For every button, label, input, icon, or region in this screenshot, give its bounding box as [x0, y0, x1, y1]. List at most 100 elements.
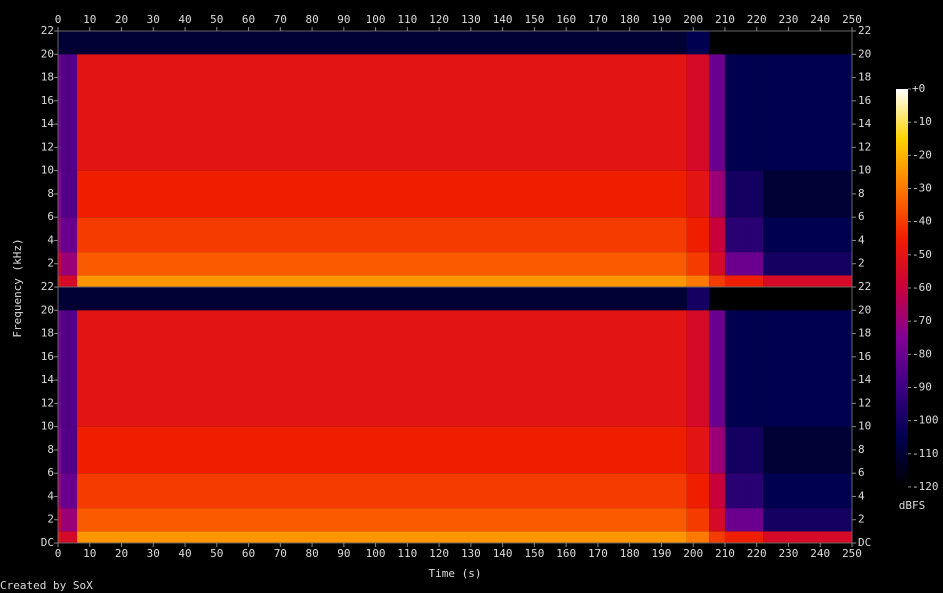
heat-cell	[77, 426, 687, 474]
x-tick-label: 130	[461, 13, 481, 26]
heat-cell	[709, 217, 725, 253]
x-tick-label: 80	[305, 13, 318, 26]
heat-cell	[709, 508, 725, 532]
colorbar-tick-label: -80	[912, 347, 932, 360]
heat-cell	[61, 54, 78, 171]
y-tick-label: 2	[858, 513, 865, 526]
heat-cell	[77, 54, 687, 171]
x-tick-label: 10	[83, 547, 96, 560]
y-tick-label: 2	[858, 257, 865, 270]
x-tick-label: 150	[524, 13, 544, 26]
x-tick-label: 0	[55, 13, 62, 26]
y-tick-label: DC	[41, 536, 54, 549]
y-tick-label: 6	[858, 210, 865, 223]
y-tick-label: 18	[41, 71, 54, 84]
heat-cell	[61, 508, 78, 532]
x-tick-label: 130	[461, 547, 481, 560]
heat-cell	[686, 275, 710, 287]
y-tick-label: 14	[41, 117, 55, 130]
heat-cell	[77, 473, 687, 509]
heat-cell	[61, 310, 78, 427]
x-tick-label: 230	[779, 547, 799, 560]
heat-cell	[58, 170, 62, 218]
heat-cell	[58, 54, 62, 171]
heat-cell	[77, 508, 687, 532]
x-tick-label: 0	[55, 547, 62, 560]
heat-cell	[709, 287, 725, 311]
colorbar-tick-label: +0	[912, 82, 925, 95]
colorbar	[896, 89, 908, 487]
x-tick-label: 250	[842, 13, 862, 26]
colorbar-label: dBFS	[899, 499, 926, 512]
x-tick-label: 50	[210, 13, 223, 26]
heat-cell	[61, 252, 78, 276]
colorbar-tick-label: -50	[912, 248, 932, 261]
x-tick-label: 240	[810, 547, 830, 560]
plot-frame	[57, 286, 853, 544]
y-tick-label: 16	[858, 94, 871, 107]
y-axis-label: Frequency (kHz)	[11, 238, 24, 337]
x-tick-label: 170	[588, 547, 608, 560]
x-tick-label: 40	[178, 547, 191, 560]
heat-cell	[58, 426, 62, 474]
heat-cell	[709, 531, 725, 543]
heat-cell	[77, 252, 687, 276]
x-tick-label: 180	[620, 547, 640, 560]
y-tick-label: 10	[858, 164, 871, 177]
y-tick-label: 18	[858, 327, 871, 340]
y-tick-label: 18	[858, 71, 871, 84]
x-tick-label: 80	[305, 547, 318, 560]
y-tick-label: 6	[47, 466, 54, 479]
heat-cell	[709, 252, 725, 276]
x-tick-label: 30	[147, 13, 160, 26]
y-tick-label: 20	[858, 303, 871, 316]
y-tick-label: 12	[41, 140, 54, 153]
y-tick-label: 8	[47, 443, 54, 456]
heat-cell	[686, 31, 710, 55]
heat-cell	[61, 287, 78, 311]
heat-cell	[58, 217, 62, 253]
heat-cell	[709, 170, 725, 218]
heat-cell	[686, 426, 710, 474]
heat-cell	[724, 310, 764, 427]
heat-cell	[77, 275, 687, 287]
heat-cell	[724, 531, 764, 543]
heat-cell	[763, 473, 852, 509]
x-tick-label: 210	[715, 13, 735, 26]
x-tick-label: 160	[556, 13, 576, 26]
heat-cell	[709, 310, 725, 427]
heat-cell	[686, 252, 710, 276]
heat-cell	[61, 31, 78, 55]
heat-cell	[724, 252, 764, 276]
heat-cell	[709, 54, 725, 171]
y-tick-label: 6	[47, 210, 54, 223]
y-tick-label: 4	[858, 489, 865, 502]
heat-cell	[58, 31, 62, 55]
heat-cell	[686, 287, 710, 311]
x-tick-label: 100	[366, 13, 386, 26]
y-tick-label: 4	[47, 489, 54, 502]
y-tick-label: 14	[858, 373, 872, 386]
x-tick-label: 20	[115, 13, 128, 26]
heat-cell	[77, 310, 687, 427]
y-tick-label: 4	[858, 233, 865, 246]
x-axis-label: Time (s)	[429, 567, 482, 580]
heat-cell	[58, 252, 62, 276]
heat-cell	[709, 275, 725, 287]
x-tick-label: 190	[652, 13, 672, 26]
y-tick-label: 16	[858, 350, 871, 363]
x-tick-label: 30	[147, 547, 160, 560]
heat-cell	[724, 287, 764, 311]
heat-cell	[77, 217, 687, 253]
y-tick-label: 12	[41, 396, 54, 409]
y-tick-label: 22	[41, 280, 54, 293]
y-tick-label: 14	[858, 117, 872, 130]
heat-cell	[686, 508, 710, 532]
x-tick-label: 230	[779, 13, 799, 26]
colorbar-tick-label: -20	[912, 148, 932, 161]
y-tick-label: 14	[41, 373, 55, 386]
y-tick-label: DC	[858, 536, 871, 549]
x-tick-label: 200	[683, 13, 703, 26]
y-tick-label: 20	[41, 303, 54, 316]
